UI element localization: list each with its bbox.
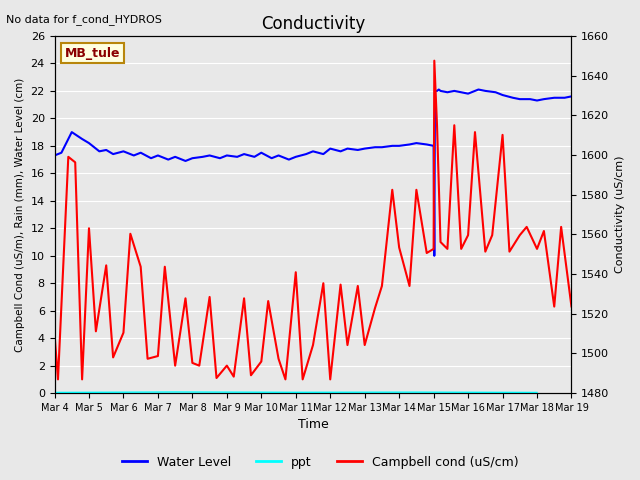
Text: No data for f_cond_HYDROS: No data for f_cond_HYDROS [6, 14, 163, 25]
Text: MB_tule: MB_tule [65, 47, 120, 60]
Legend: Water Level, ppt, Campbell cond (uS/cm): Water Level, ppt, Campbell cond (uS/cm) [116, 451, 524, 474]
Y-axis label: Conductivity (uS/cm): Conductivity (uS/cm) [615, 156, 625, 273]
Title: Conductivity: Conductivity [261, 15, 365, 33]
Y-axis label: Campbell Cond (uS/m), Rain (mm), Water Level (cm): Campbell Cond (uS/m), Rain (mm), Water L… [15, 77, 25, 352]
X-axis label: Time: Time [298, 419, 328, 432]
